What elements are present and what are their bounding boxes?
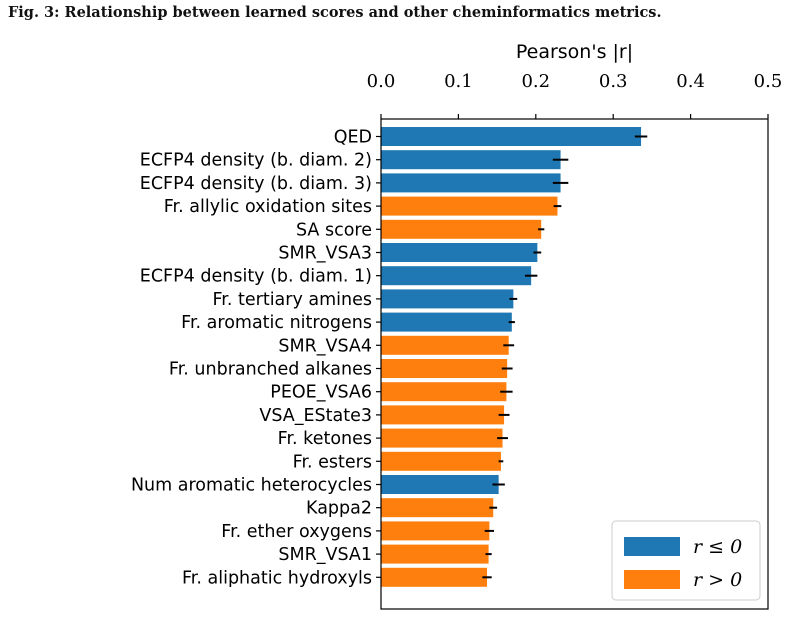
category-label: ECFP4 density (b. diam. 2): [140, 151, 372, 171]
category-label: SA score: [296, 220, 372, 240]
category-label: Fr. unbranched alkanes: [169, 360, 372, 380]
bar: [381, 266, 532, 286]
bar: [381, 196, 558, 216]
bar: [381, 475, 499, 494]
category-label: SMR_VSA4: [278, 336, 372, 356]
legend-label-r-gt-0: r > 0: [693, 569, 742, 591]
plot-frame: [380, 118, 769, 610]
x-tick-label: 0.3: [599, 71, 628, 92]
x-tick-label: 0.4: [676, 71, 705, 92]
category-label: Num aromatic heterocycles: [131, 476, 372, 496]
bars-layer: [381, 127, 642, 587]
category-label: PEOE_VSA6: [270, 383, 372, 403]
category-label: VSA_EState3: [259, 406, 372, 426]
category-label: SMR_VSA3: [278, 244, 372, 264]
category-label: Fr. ketones: [278, 429, 372, 449]
bar: [381, 219, 542, 239]
bar: [381, 312, 512, 332]
bar: [381, 243, 538, 262]
bar: [381, 359, 508, 378]
category-label: Fr. esters: [293, 452, 372, 472]
x-axis-ticks: 0.0 0.1 0.2 0.3 0.4 0.5: [367, 71, 783, 119]
bar: [381, 428, 503, 448]
bar: [381, 567, 488, 587]
y-axis-category-labels: QED ECFP4 density (b. diam. 2) ECFP4 densi…: [131, 128, 381, 588]
bar: [381, 544, 489, 564]
category-label: Fr. ether oxygens: [221, 522, 372, 542]
category-label: Fr. aromatic nitrogens: [181, 313, 372, 333]
figure-caption: Fig. 3: Relationship between learned sco…: [8, 4, 662, 21]
bar: [381, 289, 514, 309]
category-label: SMR_VSA1: [278, 545, 372, 565]
bar: [381, 405, 505, 425]
category-label: Fr. allylic oxidation sites: [164, 197, 372, 217]
x-tick-label: 0.1: [444, 71, 473, 92]
bar: [381, 127, 642, 146]
bar: [381, 498, 494, 518]
legend-swatch-r-gt-0: [624, 570, 680, 589]
x-tick-label: 0.5: [754, 71, 783, 92]
category-label: ECFP4 density (b. diam. 1): [140, 267, 372, 287]
bar: [381, 173, 561, 193]
category-label: Fr. tertiary amines: [213, 290, 373, 310]
legend-swatch-r-le-0: [624, 537, 680, 556]
x-tick-label: 0.0: [367, 71, 396, 92]
bar: [381, 335, 509, 355]
category-label: ECFP4 density (b. diam. 3): [140, 174, 372, 194]
bar: [381, 150, 561, 170]
error-bars-layer: [482, 135, 648, 579]
legend: r ≤ 0 r > 0: [611, 520, 761, 601]
x-tick-label: 0.2: [521, 71, 550, 92]
category-label: Kappa2: [306, 499, 372, 519]
category-label: Fr. aliphatic hydroxyls: [182, 568, 372, 588]
bar: [381, 451, 501, 471]
legend-label-r-le-0: r ≤ 0: [693, 536, 742, 558]
x-axis-title: Pearson's |r|: [516, 41, 633, 63]
bar: [381, 382, 507, 402]
bar: [381, 521, 490, 541]
category-label: QED: [334, 128, 372, 148]
